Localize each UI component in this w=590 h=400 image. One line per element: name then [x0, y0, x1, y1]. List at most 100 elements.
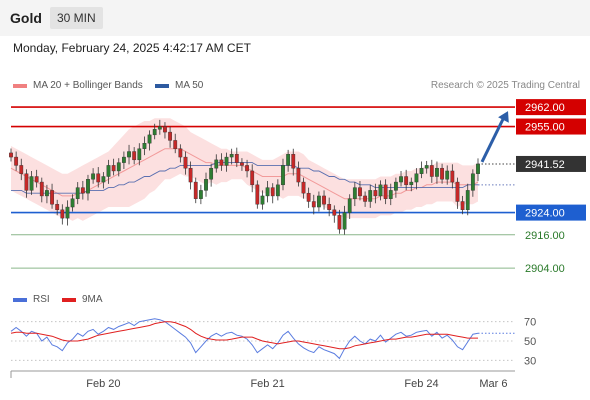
candle [404, 169, 409, 191]
level-label-2955.00: 2955.00 [525, 122, 565, 134]
forecast-arrow-head [498, 111, 509, 123]
candle-body [50, 190, 54, 205]
candle [424, 160, 429, 174]
candle-body [255, 184, 260, 205]
candle-body [404, 176, 409, 186]
candle [45, 184, 49, 204]
rsi-tick-70: 70 [524, 317, 536, 329]
candle-body [147, 134, 152, 144]
candle [132, 147, 137, 165]
candle-body [301, 181, 306, 194]
candle-body [224, 156, 229, 166]
time-tick-mar-6: Mar 6 [479, 378, 507, 390]
candle-body [24, 173, 29, 191]
legend-ma20-swatch [13, 83, 27, 88]
level-label-2962.00: 2962.00 [525, 102, 565, 114]
candle [229, 148, 234, 165]
candles-layer [9, 119, 480, 235]
candle [465, 183, 470, 216]
last-price-label: 2941.52 [525, 159, 565, 171]
candle [470, 169, 475, 197]
candle [111, 158, 116, 176]
candle-body [399, 176, 403, 183]
candle-body [419, 167, 424, 174]
candle-body [116, 162, 121, 172]
candle-body [291, 154, 296, 169]
candle [122, 151, 126, 170]
candle [270, 183, 275, 204]
candle [388, 183, 393, 206]
candle [214, 154, 219, 173]
candle [363, 191, 367, 207]
candle [311, 194, 316, 215]
candle [440, 163, 444, 184]
candle [198, 184, 203, 205]
candle [178, 144, 183, 163]
candle [460, 195, 465, 215]
bollinger-band-layer [11, 118, 478, 221]
legend-ma50-label: MA 50 [175, 80, 204, 91]
candle-body [163, 126, 167, 133]
candle [29, 170, 34, 195]
candle [445, 165, 450, 185]
candle-body [250, 170, 255, 186]
candle [39, 177, 44, 203]
candle [378, 180, 383, 201]
candle [34, 169, 39, 188]
level-tag-2962.00 [516, 99, 586, 116]
candle-body [55, 204, 60, 211]
candle-body [286, 154, 291, 166]
candle [9, 148, 13, 162]
candle [327, 197, 332, 217]
price-labels-layer: 2962.00 2955.00 2924.00 2916.00 2904.00 2941.… [478, 99, 586, 275]
candle [337, 209, 342, 234]
legend-9ma-label: 9MA [82, 294, 103, 305]
candle-body [317, 195, 321, 208]
level-label-2924.00: 2924.00 [525, 208, 565, 220]
candle [450, 164, 455, 189]
candle-body [275, 184, 280, 197]
candle-body [127, 151, 131, 158]
candle-body [281, 165, 285, 186]
candle-body [65, 206, 70, 219]
candle-body [296, 167, 301, 183]
candle-body [152, 129, 157, 136]
candle-body [70, 198, 75, 208]
candle-body [168, 131, 172, 141]
candle [383, 179, 388, 205]
candle [317, 191, 321, 212]
candle-body [96, 173, 101, 183]
candle-body [245, 165, 249, 172]
candle [86, 174, 90, 201]
candle-body [327, 204, 332, 211]
candle [306, 187, 311, 208]
candle-body [157, 126, 162, 130]
candle [60, 204, 65, 225]
candle-body [188, 167, 193, 183]
candle [414, 168, 419, 190]
candle-body [424, 165, 429, 169]
candle [250, 164, 255, 193]
timeframe-badge[interactable]: 30 MIN [50, 7, 103, 29]
candle [409, 177, 414, 192]
candle [245, 159, 249, 178]
time-tick-feb-20: Feb 20 [86, 378, 120, 390]
candle [296, 161, 301, 187]
legend-ma50: MA 50 [155, 80, 203, 91]
candle [14, 151, 19, 171]
candle [50, 183, 54, 209]
candle-body [342, 212, 347, 230]
candle-body [393, 181, 398, 191]
candle [286, 149, 291, 172]
candle-body [322, 195, 326, 205]
candle [358, 180, 362, 201]
candle [24, 169, 29, 198]
candle-body [306, 192, 311, 202]
candle [188, 161, 193, 190]
candle-body [409, 181, 414, 186]
rsi-layer: 30 50 70 [10, 317, 536, 367]
candle [234, 147, 239, 168]
candle-body [209, 167, 214, 180]
